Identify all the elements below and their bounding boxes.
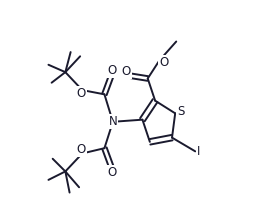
Text: O: O [122,65,131,78]
Text: O: O [107,64,117,77]
Text: I: I [197,145,200,158]
Text: N: N [109,115,117,128]
Text: O: O [159,56,169,69]
Text: S: S [177,105,185,118]
Text: O: O [77,143,86,156]
Text: O: O [107,166,117,178]
Text: O: O [77,87,86,100]
